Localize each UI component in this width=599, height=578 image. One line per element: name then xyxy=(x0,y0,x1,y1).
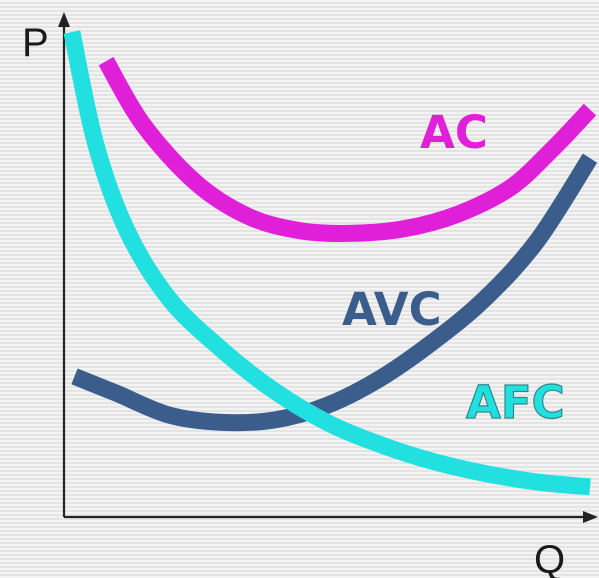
series-line-afc xyxy=(63,30,591,496)
series-curves xyxy=(63,30,598,496)
series-label-ac: AC xyxy=(420,106,488,159)
y-axis-label: P xyxy=(22,21,49,65)
series-label-afc: AFC xyxy=(466,376,565,429)
series-line-avc xyxy=(71,153,598,432)
y-axis-arrowhead xyxy=(58,12,70,27)
x-axis-arrowhead xyxy=(583,511,598,523)
series-line-ac xyxy=(98,56,597,242)
series-label-avc: AVC xyxy=(342,283,442,336)
x-axis-label: Q xyxy=(534,538,565,578)
series-labels: AC AVC AFC xyxy=(342,106,565,430)
axes: P Q xyxy=(22,12,598,578)
